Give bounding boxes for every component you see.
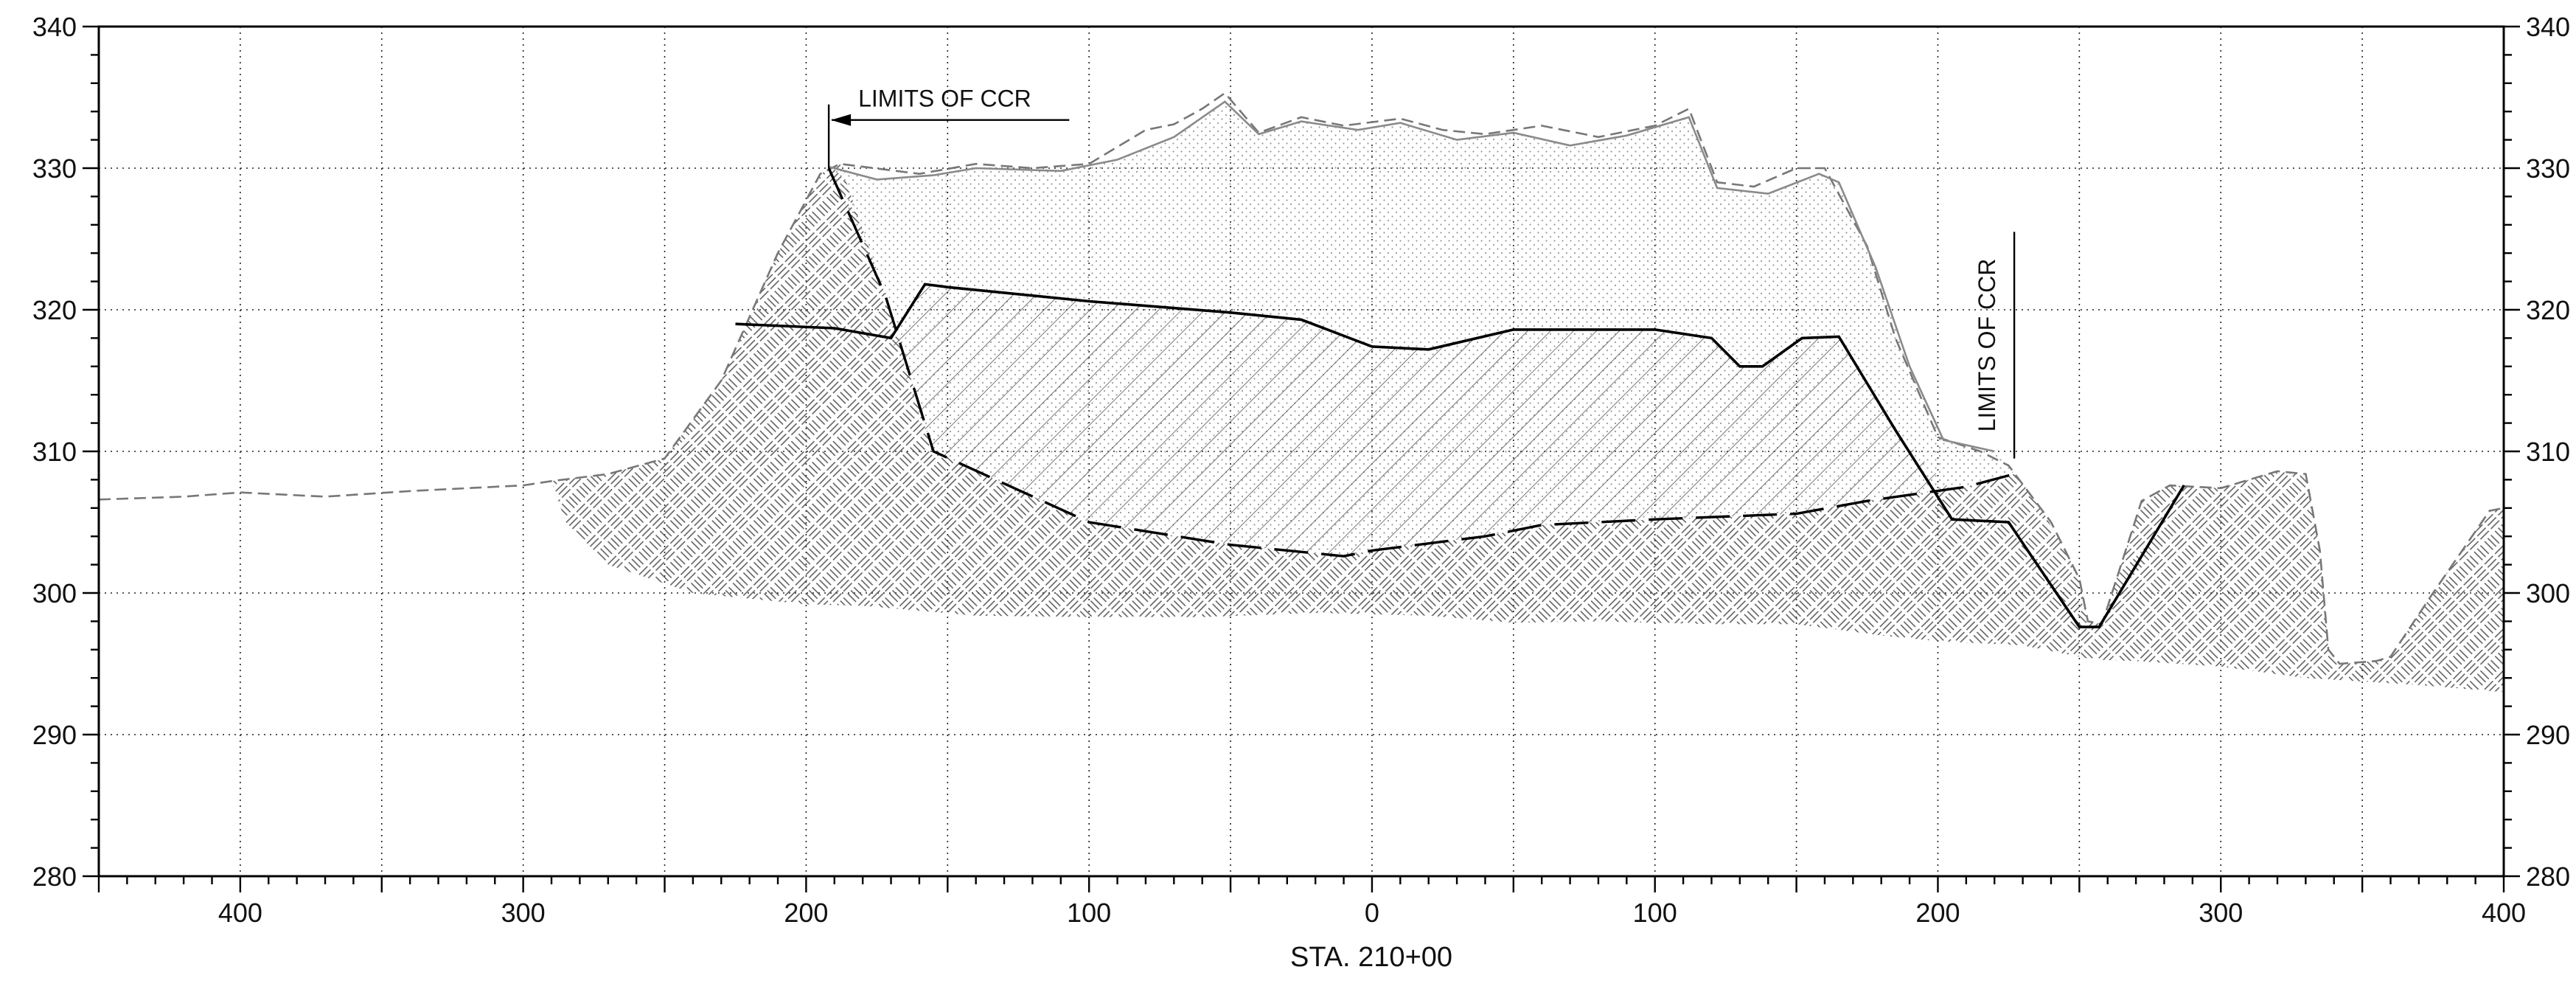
foundation-soil-hatch — [551, 164, 2504, 693]
y-tick-label-left: 310 — [32, 437, 77, 467]
y-tick-label-left: 340 — [32, 12, 77, 42]
x-tick-label: 100 — [1633, 898, 1677, 928]
x-tick-label: 400 — [2482, 898, 2526, 928]
y-tick-label-left: 290 — [32, 720, 77, 750]
y-tick-label-left: 320 — [32, 295, 77, 325]
y-tick-label-left: 280 — [32, 861, 77, 892]
hatch-fills — [551, 101, 2504, 693]
y-tick-label-right: 340 — [2526, 12, 2570, 42]
y-tick-label-left: 300 — [32, 578, 77, 608]
x-tick-label: 100 — [1067, 898, 1111, 928]
bottom-of-ccr-line — [827, 167, 2015, 558]
limits-of-ccr-left-label: LIMITS OF CCR — [858, 86, 1031, 112]
saturated-ccr-hatch — [891, 284, 1952, 557]
limits-of-ccr-left-arrowhead — [831, 114, 852, 126]
profile-lines — [99, 91, 2504, 665]
tick-labels: 280 280 290 290 300 300 310 310 320 320 330 330 340 3… — [32, 12, 2570, 928]
groundwater-line — [735, 282, 2185, 628]
y-tick-label-right: 330 — [2526, 153, 2570, 184]
x-tick-label: 0 — [1365, 898, 1379, 928]
x-tick-label: 300 — [501, 898, 546, 928]
existing-ground-line — [99, 91, 2504, 665]
x-tick-label: 300 — [2199, 898, 2243, 928]
y-tick-label-right: 300 — [2526, 578, 2570, 608]
x-tick-label: 200 — [784, 898, 828, 928]
axis-ticks — [83, 25, 2520, 892]
y-tick-label-left: 330 — [32, 153, 77, 184]
x-tick-label: 200 — [1915, 898, 1960, 928]
x-axis-title: STA. 210+00 — [1290, 942, 1452, 973]
limits-of-ccr-right-label: LIMITS OF CCR — [1974, 259, 2000, 432]
y-tick-label-right: 310 — [2526, 437, 2570, 467]
y-tick-label-right: 280 — [2526, 861, 2570, 892]
annotations: LIMITS OF CCR LIMITS OF CCR — [827, 86, 2016, 459]
y-tick-label-right: 320 — [2526, 295, 2570, 325]
x-tick-label: 400 — [218, 898, 262, 928]
ccr-top-surface-line — [828, 100, 1995, 453]
y-tick-label-right: 290 — [2526, 720, 2570, 750]
